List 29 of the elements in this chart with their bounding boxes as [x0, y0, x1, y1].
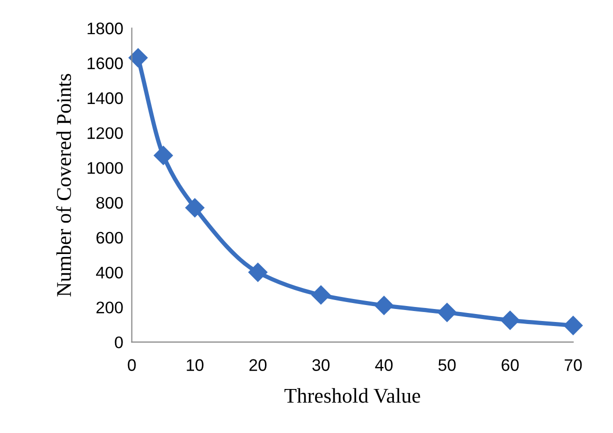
point — [311, 285, 330, 305]
x-tick-label: 30 — [312, 359, 330, 371]
point — [248, 262, 268, 282]
x-tick-label: 50 — [438, 359, 456, 371]
y-axis-title: Number of Covered Points — [56, 74, 72, 296]
x-tick-label: 0 — [128, 359, 136, 371]
y-tick-label: 1800 — [88, 22, 123, 34]
y-tick-label: 1000 — [88, 162, 123, 174]
point — [128, 48, 148, 68]
y-tick-label: 800 — [96, 196, 123, 209]
point — [438, 302, 457, 322]
point — [154, 146, 173, 165]
x-tick-label: 40 — [375, 359, 393, 371]
x-tick-label: 70 — [564, 359, 582, 371]
y-tick-label: 200 — [96, 302, 123, 314]
y-tick-label: 1400 — [88, 92, 123, 104]
y-tick-label: 600 — [96, 232, 123, 244]
y-tick-label: 1200 — [88, 127, 123, 139]
point — [564, 316, 583, 336]
x-tick-label: 20 — [249, 359, 267, 371]
x-tick-label: 10 — [186, 359, 204, 371]
y-tick-label: 1600 — [88, 57, 123, 70]
y-tick-label: 400 — [96, 266, 123, 279]
point — [500, 310, 520, 330]
point — [185, 198, 204, 218]
point — [374, 296, 394, 315]
y-tick-label: 0 — [114, 336, 123, 348]
x-axis-title: Threshold Value — [284, 388, 420, 403]
x-tick-label: 60 — [502, 359, 519, 371]
